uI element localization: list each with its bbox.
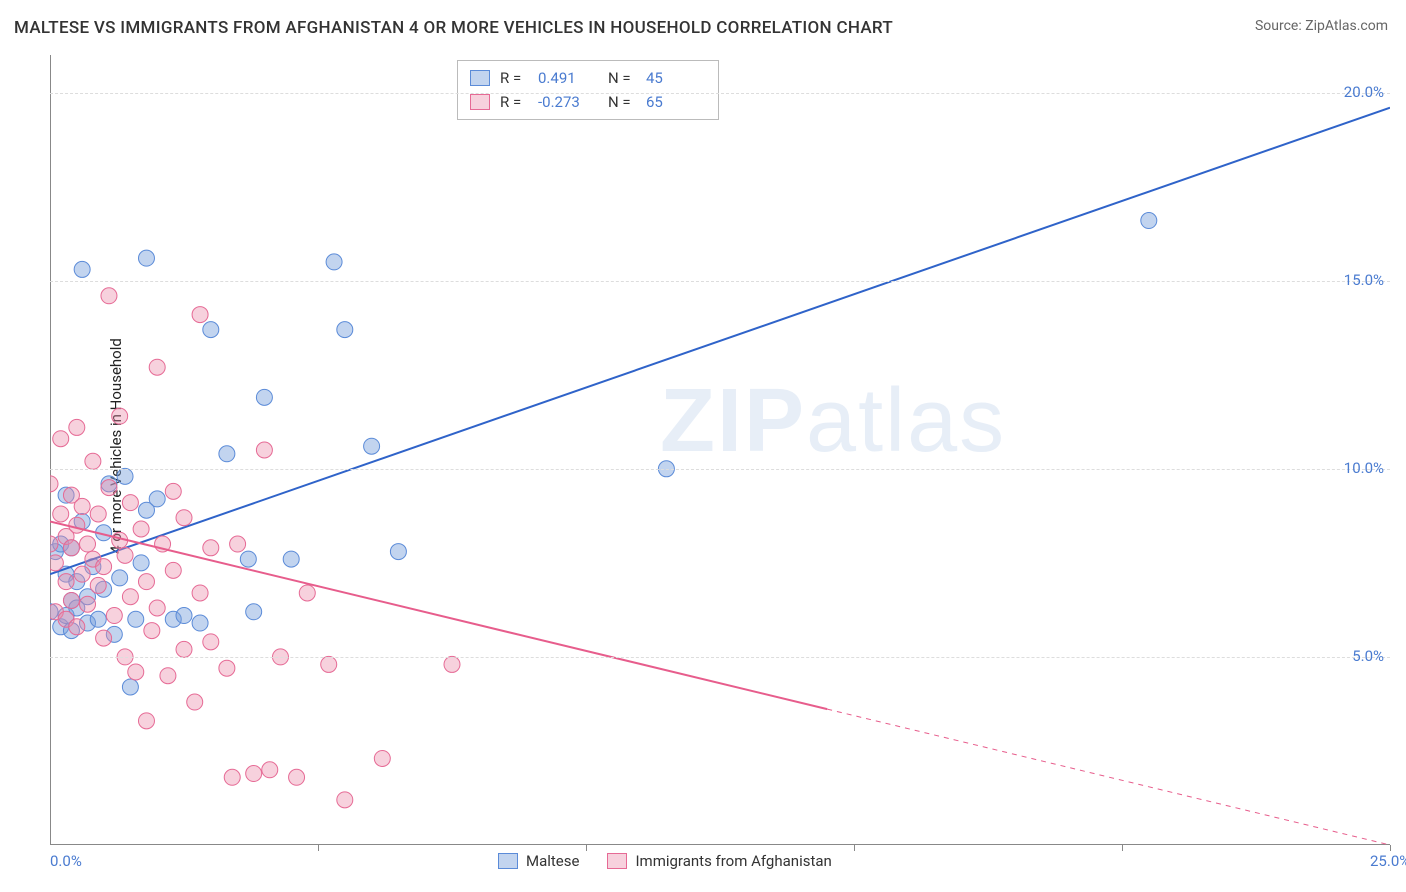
n-label: N =: [608, 69, 636, 87]
legend-swatch: [498, 853, 518, 869]
source-prefix: Source:: [1255, 18, 1305, 34]
x-tick-label: 0.0%: [50, 852, 82, 870]
x-tick: [318, 845, 319, 851]
n-label: N =: [608, 93, 636, 111]
plot-area: [50, 55, 1390, 845]
x-tick: [586, 845, 587, 851]
series-legend: Maltese Immigrants from Afghanistan: [498, 852, 832, 870]
gridline: [50, 93, 1390, 94]
legend-swatch: [607, 853, 627, 869]
x-tick: [1390, 845, 1391, 851]
gridline: [50, 657, 1390, 658]
gridline: [50, 469, 1390, 470]
gridline: [50, 281, 1390, 282]
chart-title: MALTESE VS IMMIGRANTS FROM AFGHANISTAN 4…: [14, 18, 893, 38]
legend-item: Maltese: [498, 852, 579, 870]
legend-swatch: [470, 70, 490, 86]
r-value: -0.273: [538, 93, 598, 111]
legend-label: Maltese: [526, 852, 579, 870]
legend-item: Immigrants from Afghanistan: [607, 852, 831, 870]
source-name: ZipAtlas.com: [1305, 18, 1388, 34]
x-tick: [1122, 845, 1123, 851]
n-value: 45: [646, 69, 706, 87]
r-label: R =: [500, 93, 528, 111]
legend-label: Immigrants from Afghanistan: [635, 852, 831, 870]
r-label: R =: [500, 69, 528, 87]
y-tick-label: 20.0%: [1344, 83, 1384, 101]
y-tick-label: 10.0%: [1344, 459, 1384, 477]
n-value: 65: [646, 93, 706, 111]
y-tick-label: 15.0%: [1344, 271, 1384, 289]
legend-row: R = 0.491 N = 45: [470, 66, 706, 90]
y-tick-label: 5.0%: [1352, 647, 1384, 665]
r-value: 0.491: [538, 69, 598, 87]
legend-swatch: [470, 94, 490, 110]
x-tick: [854, 845, 855, 851]
correlation-legend: R = 0.491 N = 45 R = -0.273 N = 65: [457, 60, 719, 120]
x-tick-label: 25.0%: [1370, 852, 1406, 870]
source-credit: Source: ZipAtlas.com: [1255, 18, 1388, 34]
